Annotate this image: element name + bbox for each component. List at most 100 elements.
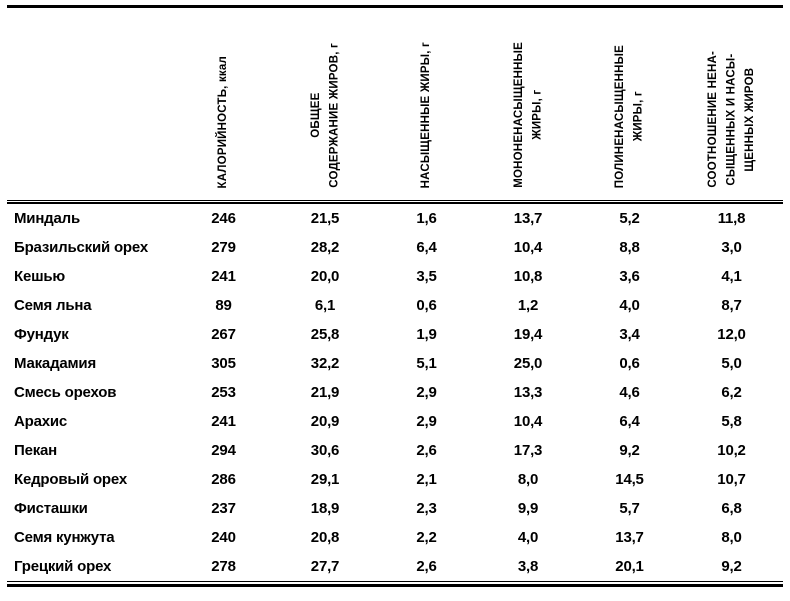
cell-calories: 305 [211,355,236,372]
cell-ratio: 9,2 [721,558,742,575]
cell-total-fat: 20,0 [310,268,340,285]
table-bottom-rule [7,581,783,587]
row-label: Кешью [14,268,66,285]
cell-mono: 10,4 [513,413,543,430]
cell-mono: 17,3 [513,442,543,459]
cell-total-fat: 21,9 [310,384,340,401]
column-header-saturated-fat: НАСЫЩЕННЫЕ ЖИРЫ, г [376,8,477,201]
table-row: Семя льна 89 6,1 0,6 1,2 4,0 8,7 [7,291,783,320]
column-header-label: СООТНОШЕНИЕ НЕНА- СЫЩЕННЫХ И НАСЫ- ЩЕННЫ… [706,51,756,188]
cell-saturated: 2,6 [416,558,437,575]
cell-calories: 246 [211,210,236,227]
table-row: Кешью 241 20,0 3,5 10,8 3,6 4,1 [7,262,783,291]
cell-poly: 5,7 [619,500,640,517]
cell-ratio: 11,8 [717,210,746,227]
cell-mono: 25,0 [513,355,543,372]
table-row: Смесь орехов 253 21,9 2,9 13,3 4,6 6,2 [7,378,783,407]
table-row: Фисташки 237 18,9 2,3 9,9 5,7 6,8 [7,494,783,523]
table-row: Кедровый орех 286 29,1 2,1 8,0 14,5 10,7 [7,465,783,494]
cell-mono: 3,8 [517,558,539,575]
cell-poly: 8,8 [619,239,640,256]
cell-total-fat: 20,9 [310,413,340,430]
cell-mono: 1,2 [517,297,539,314]
cell-ratio: 8,0 [721,529,742,546]
header-separator-rule [7,200,783,204]
table-row: Семя кунжута 240 20,8 2,2 4,0 13,7 8,0 [7,523,783,552]
cell-saturated: 2,2 [416,529,437,546]
cell-calories: 241 [211,268,236,285]
table-top-rule [7,5,783,8]
cell-poly: 6,4 [619,413,640,430]
cell-poly: 9,2 [619,442,640,459]
cell-saturated: 0,6 [416,297,437,314]
cell-saturated: 1,9 [416,326,437,343]
row-label: Фундук [14,326,69,343]
cell-ratio: 4,1 [721,268,742,285]
cell-calories: 279 [211,239,236,256]
table-footer [7,581,783,587]
cell-saturated: 2,9 [416,384,437,401]
cell-calories: 278 [211,558,236,575]
table-row: Макадамия 305 32,2 5,1 25,0 0,6 5,0 [7,349,783,378]
cell-calories: 286 [211,471,236,488]
cell-mono: 13,7 [513,210,543,227]
cell-ratio: 10,2 [717,442,746,459]
cell-total-fat: 29,1 [310,471,340,488]
cell-total-fat: 20,8 [310,529,340,546]
cell-saturated: 6,4 [416,239,437,256]
nut-nutrition-table: КАЛОРИЙНОСТЬ, ккал ОБЩЕЕ СОДЕРЖАНИЕ ЖИРО… [7,8,783,587]
column-header-label: ОБЩЕЕ СОДЕРЖАНИЕ ЖИРОВ, г [309,43,340,188]
column-header-fat-ratio: СООТНОШЕНИЕ НЕНА- СЫЩЕННЫХ И НАСЫ- ЩЕННЫ… [680,8,783,201]
cell-ratio: 12,0 [717,326,746,343]
table-row: Фундук 267 25,8 1,9 19,4 3,4 12,0 [7,320,783,349]
cell-total-fat: 21,5 [310,210,340,227]
cell-saturated: 2,1 [416,471,437,488]
cell-poly: 5,2 [619,210,640,227]
cell-poly: 3,6 [619,268,640,285]
cell-total-fat: 6,1 [314,297,336,314]
cell-ratio: 10,7 [717,471,746,488]
cell-ratio: 5,8 [721,413,742,430]
row-label: Миндаль [14,210,80,227]
cell-poly: 3,4 [619,326,640,343]
cell-saturated: 2,6 [416,442,437,459]
table-row: Арахис 241 20,9 2,9 10,4 6,4 5,8 [7,407,783,436]
cell-saturated: 1,6 [416,210,437,227]
cell-mono: 19,4 [513,326,543,343]
cell-total-fat: 18,9 [310,500,340,517]
row-label: Бразильский орех [14,239,148,256]
row-label: Арахис [14,413,68,430]
row-label: Семя льна [14,297,92,314]
cell-calories: 253 [211,384,236,401]
cell-calories: 89 [215,297,232,314]
cell-ratio: 8,7 [721,297,742,314]
column-header-label: КАЛОРИЙНОСТЬ, ккал [217,55,230,188]
column-header-label: МОНОНЕНАСЫЩЕННЫЕ ЖИРЫ, г [512,42,543,188]
cell-poly: 4,6 [619,384,640,401]
cell-saturated: 2,3 [416,500,437,517]
cell-poly: 4,0 [619,297,640,314]
cell-mono: 13,3 [513,384,543,401]
cell-calories: 237 [211,500,236,517]
row-label: Пекан [14,442,58,459]
column-header-food [7,8,173,201]
table-row: Грецкий орех 278 27,7 2,6 3,8 20,1 9,2 [7,552,783,582]
cell-ratio: 5,0 [721,355,742,372]
cell-total-fat: 30,6 [310,442,340,459]
cell-total-fat: 28,2 [310,239,340,256]
cell-total-fat: 25,8 [310,326,340,343]
cell-saturated: 5,1 [416,355,437,372]
cell-total-fat: 32,2 [310,355,340,372]
cell-mono: 8,0 [517,471,539,488]
row-label: Смесь орехов [14,384,117,401]
row-label: Макадамия [14,355,97,372]
table-body: Миндаль 246 21,5 1,6 13,7 5,2 11,8 Бразильский … [7,203,783,582]
cell-saturated: 3,5 [416,268,437,285]
row-label: Грецкий орех [14,558,112,575]
cell-mono: 10,4 [513,239,543,256]
table-header: КАЛОРИЙНОСТЬ, ккал ОБЩЕЕ СОДЕРЖАНИЕ ЖИРО… [7,8,783,204]
row-label: Фисташки [14,500,88,517]
row-label: Семя кунжута [14,529,115,546]
column-header-label: ПОЛИНЕНАСЫЩЕННЫЕ ЖИРЫ, г [614,44,645,188]
